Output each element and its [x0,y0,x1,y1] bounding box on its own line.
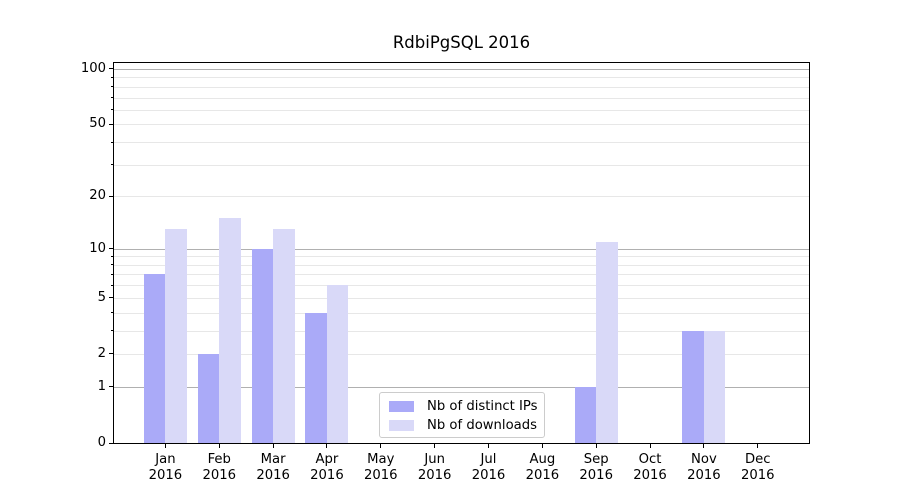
x-tick-label-jun: Jun 2016 [417,452,452,483]
y-minor-tick-3 [111,330,113,332]
y-tick-label-20: 20 [89,188,106,204]
y-tick-label-50: 50 [89,116,106,132]
gridline-minor-3 [114,330,809,332]
y-tick-20 [109,195,113,197]
y-tick-10 [109,248,113,250]
x-tick-may [380,444,382,448]
bar-downloads-nov [703,330,726,443]
x-tick-jul [488,444,489,448]
legend-label-ips: Nb of distinct IPs [427,399,538,414]
y-minor-tick-70 [111,97,113,99]
x-tick-label-feb: Feb 2016 [202,452,237,483]
gridline-major-100 [114,68,809,70]
gridline-minor-6 [114,285,809,287]
bar-ips-jan [143,274,166,443]
y-tick-0 [109,442,113,444]
x-tick-label-oct: Oct 2016 [633,452,667,483]
legend: Nb of distinct IPs Nb of downloads [379,392,545,438]
y-tick-50 [109,123,113,125]
x-tick-label-nov: Nov 2016 [687,452,721,483]
gridline-minor-50 [114,124,809,126]
gridline-minor-20 [114,196,809,198]
gridline-minor-5 [114,297,809,299]
gridline-minor-9 [114,256,809,258]
x-tick-mar [272,444,274,448]
x-tick-feb [218,444,220,448]
legend-swatch-ips-icon [389,401,414,412]
legend-item-ips: Nb of distinct IPs [380,397,544,416]
x-tick-label-aug: Aug 2016 [525,452,560,483]
x-tick-nov [703,444,705,448]
x-tick-oct [649,444,651,448]
legend-item-downloads: Nb of downloads [380,416,544,435]
y-tick-label-10: 10 [89,240,106,256]
y-minor-tick-80 [111,86,113,88]
gridline-major-10 [114,248,809,250]
x-tick-apr [326,444,328,448]
bar-ips-nov [682,330,704,443]
y-minor-tick-60 [111,109,113,111]
gridline-minor-90 [114,77,809,79]
y-tick-100 [109,68,113,70]
x-tick-label-jul: Jul 2016 [471,452,506,483]
y-minor-tick-7 [111,273,113,275]
bar-downloads-apr [326,285,349,443]
gridline-minor-60 [114,109,809,111]
x-tick-dec [757,444,759,448]
gridline-minor-30 [114,164,809,166]
gridline-minor-70 [114,97,809,99]
x-tick-jun [434,444,436,448]
bar-ips-sep [574,386,597,443]
gridline-major-1 [114,386,809,388]
x-tick-label-may: May 2016 [364,452,398,483]
y-tick-label-0: 0 [97,435,106,450]
gridline-minor-4 [114,312,809,314]
y-tick-2 [109,353,113,355]
y-minor-tick-40 [111,141,113,143]
x-tick-label-jan: Jan 2016 [148,452,183,483]
bar-downloads-mar [273,229,295,443]
y-minor-tick-30 [111,164,113,166]
bar-downloads-jan [165,229,187,443]
y-minor-tick-8 [111,264,113,266]
y-tick-label-1: 1 [97,378,106,394]
y-tick-label-5: 5 [97,289,106,305]
x-tick-label-sep: Sep 2016 [579,452,613,483]
bar-downloads-feb [219,218,241,443]
bar-ips-apr [305,312,327,443]
chart-title: RdbiPgSQL 2016 [392,33,531,52]
x-tick-sep [595,444,597,448]
y-minor-tick-6 [111,284,113,286]
gridline-minor-8 [114,264,809,266]
y-tick-5 [109,297,113,299]
y-minor-tick-9 [111,255,113,257]
x-tick-jan [164,444,166,448]
plot-area: Nb of distinct IPs Nb of downloads [113,62,810,444]
legend-swatch-downloads-icon [389,420,414,431]
gridline-minor-80 [114,86,809,88]
x-tick-label-mar: Mar 2016 [256,452,290,483]
x-tick-label-apr: Apr 2016 [310,452,344,483]
x-tick-label-dec: Dec 2016 [740,452,775,483]
bar-ips-mar [251,248,274,443]
gridline-minor-40 [114,142,809,144]
legend-label-downloads: Nb of downloads [427,418,537,433]
y-tick-label-100: 100 [80,60,106,76]
bar-downloads-sep [596,241,618,443]
bar-ips-feb [197,353,220,443]
gridline-minor-2 [114,353,809,355]
gridline-minor-7 [114,274,809,276]
y-minor-tick-90 [111,76,113,78]
y-tick-label-2: 2 [97,345,106,361]
y-minor-tick-4 [111,312,113,314]
y-tick-1 [109,386,113,388]
x-tick-aug [541,444,543,448]
